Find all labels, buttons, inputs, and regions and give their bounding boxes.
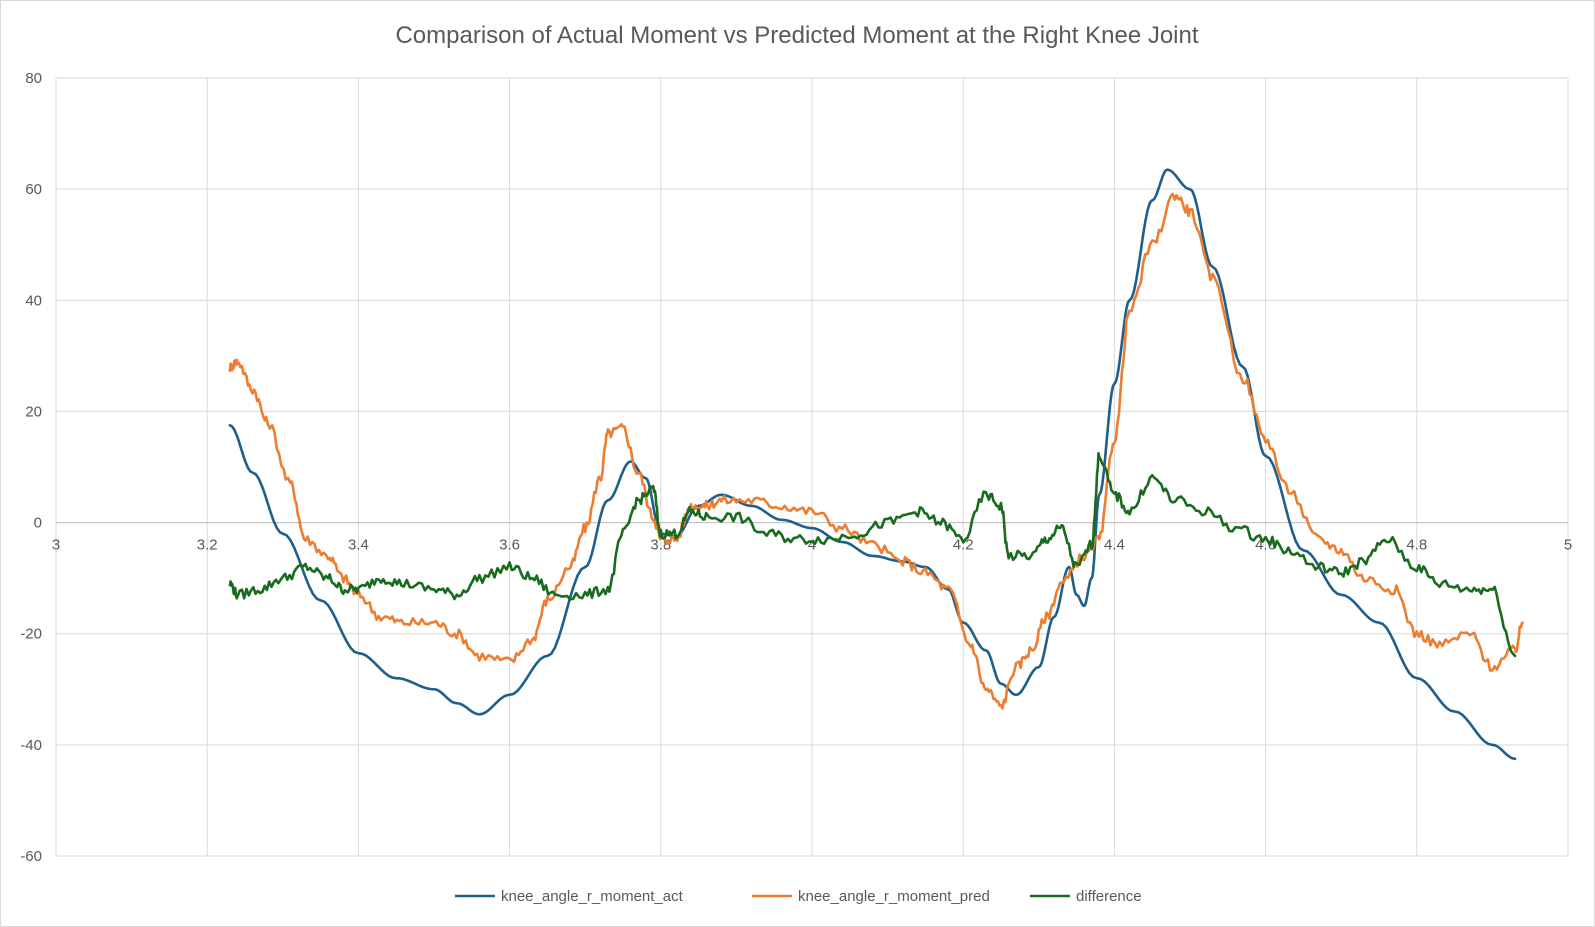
x-tick-label: 4 (808, 537, 816, 554)
y-tick-label: 40 (25, 292, 42, 309)
x-tick-label: 3.2 (197, 537, 218, 554)
y-tick-label: 80 (25, 70, 42, 87)
x-tick-label: 4.4 (1104, 537, 1125, 554)
x-tick-label: 4.8 (1406, 537, 1427, 554)
series-line-knee_angle_r_moment_pred (228, 192, 1524, 710)
chart-title: Comparison of Actual Moment vs Predicted… (395, 22, 1198, 49)
y-tick-label: 0 (34, 515, 42, 532)
y-tick-label: -60 (20, 848, 42, 865)
series-layer (228, 168, 1524, 761)
legend[interactable]: knee_angle_r_moment_act knee_angle_r_mome… (455, 888, 1142, 905)
x-tick-label: 3 (52, 537, 60, 554)
series-line-knee_angle_r_moment_act (228, 168, 1517, 761)
y-tick-label: -40 (20, 737, 42, 754)
legend-label[interactable]: knee_angle_r_moment_act (501, 888, 684, 905)
y-tick-label: -20 (20, 626, 42, 643)
x-tick-label: 4.2 (953, 537, 974, 554)
y-tick-label: 20 (25, 403, 42, 420)
series-line-difference (228, 452, 1517, 658)
x-tick-label: 3.6 (499, 537, 520, 554)
y-tick-label: 60 (25, 181, 42, 198)
legend-label[interactable]: knee_angle_r_moment_pred (798, 888, 990, 905)
legend-label[interactable]: difference (1076, 888, 1142, 905)
x-tick-label: 3.4 (348, 537, 369, 554)
x-tick-label: 5 (1564, 537, 1572, 554)
grid-layer (55, 77, 1569, 857)
